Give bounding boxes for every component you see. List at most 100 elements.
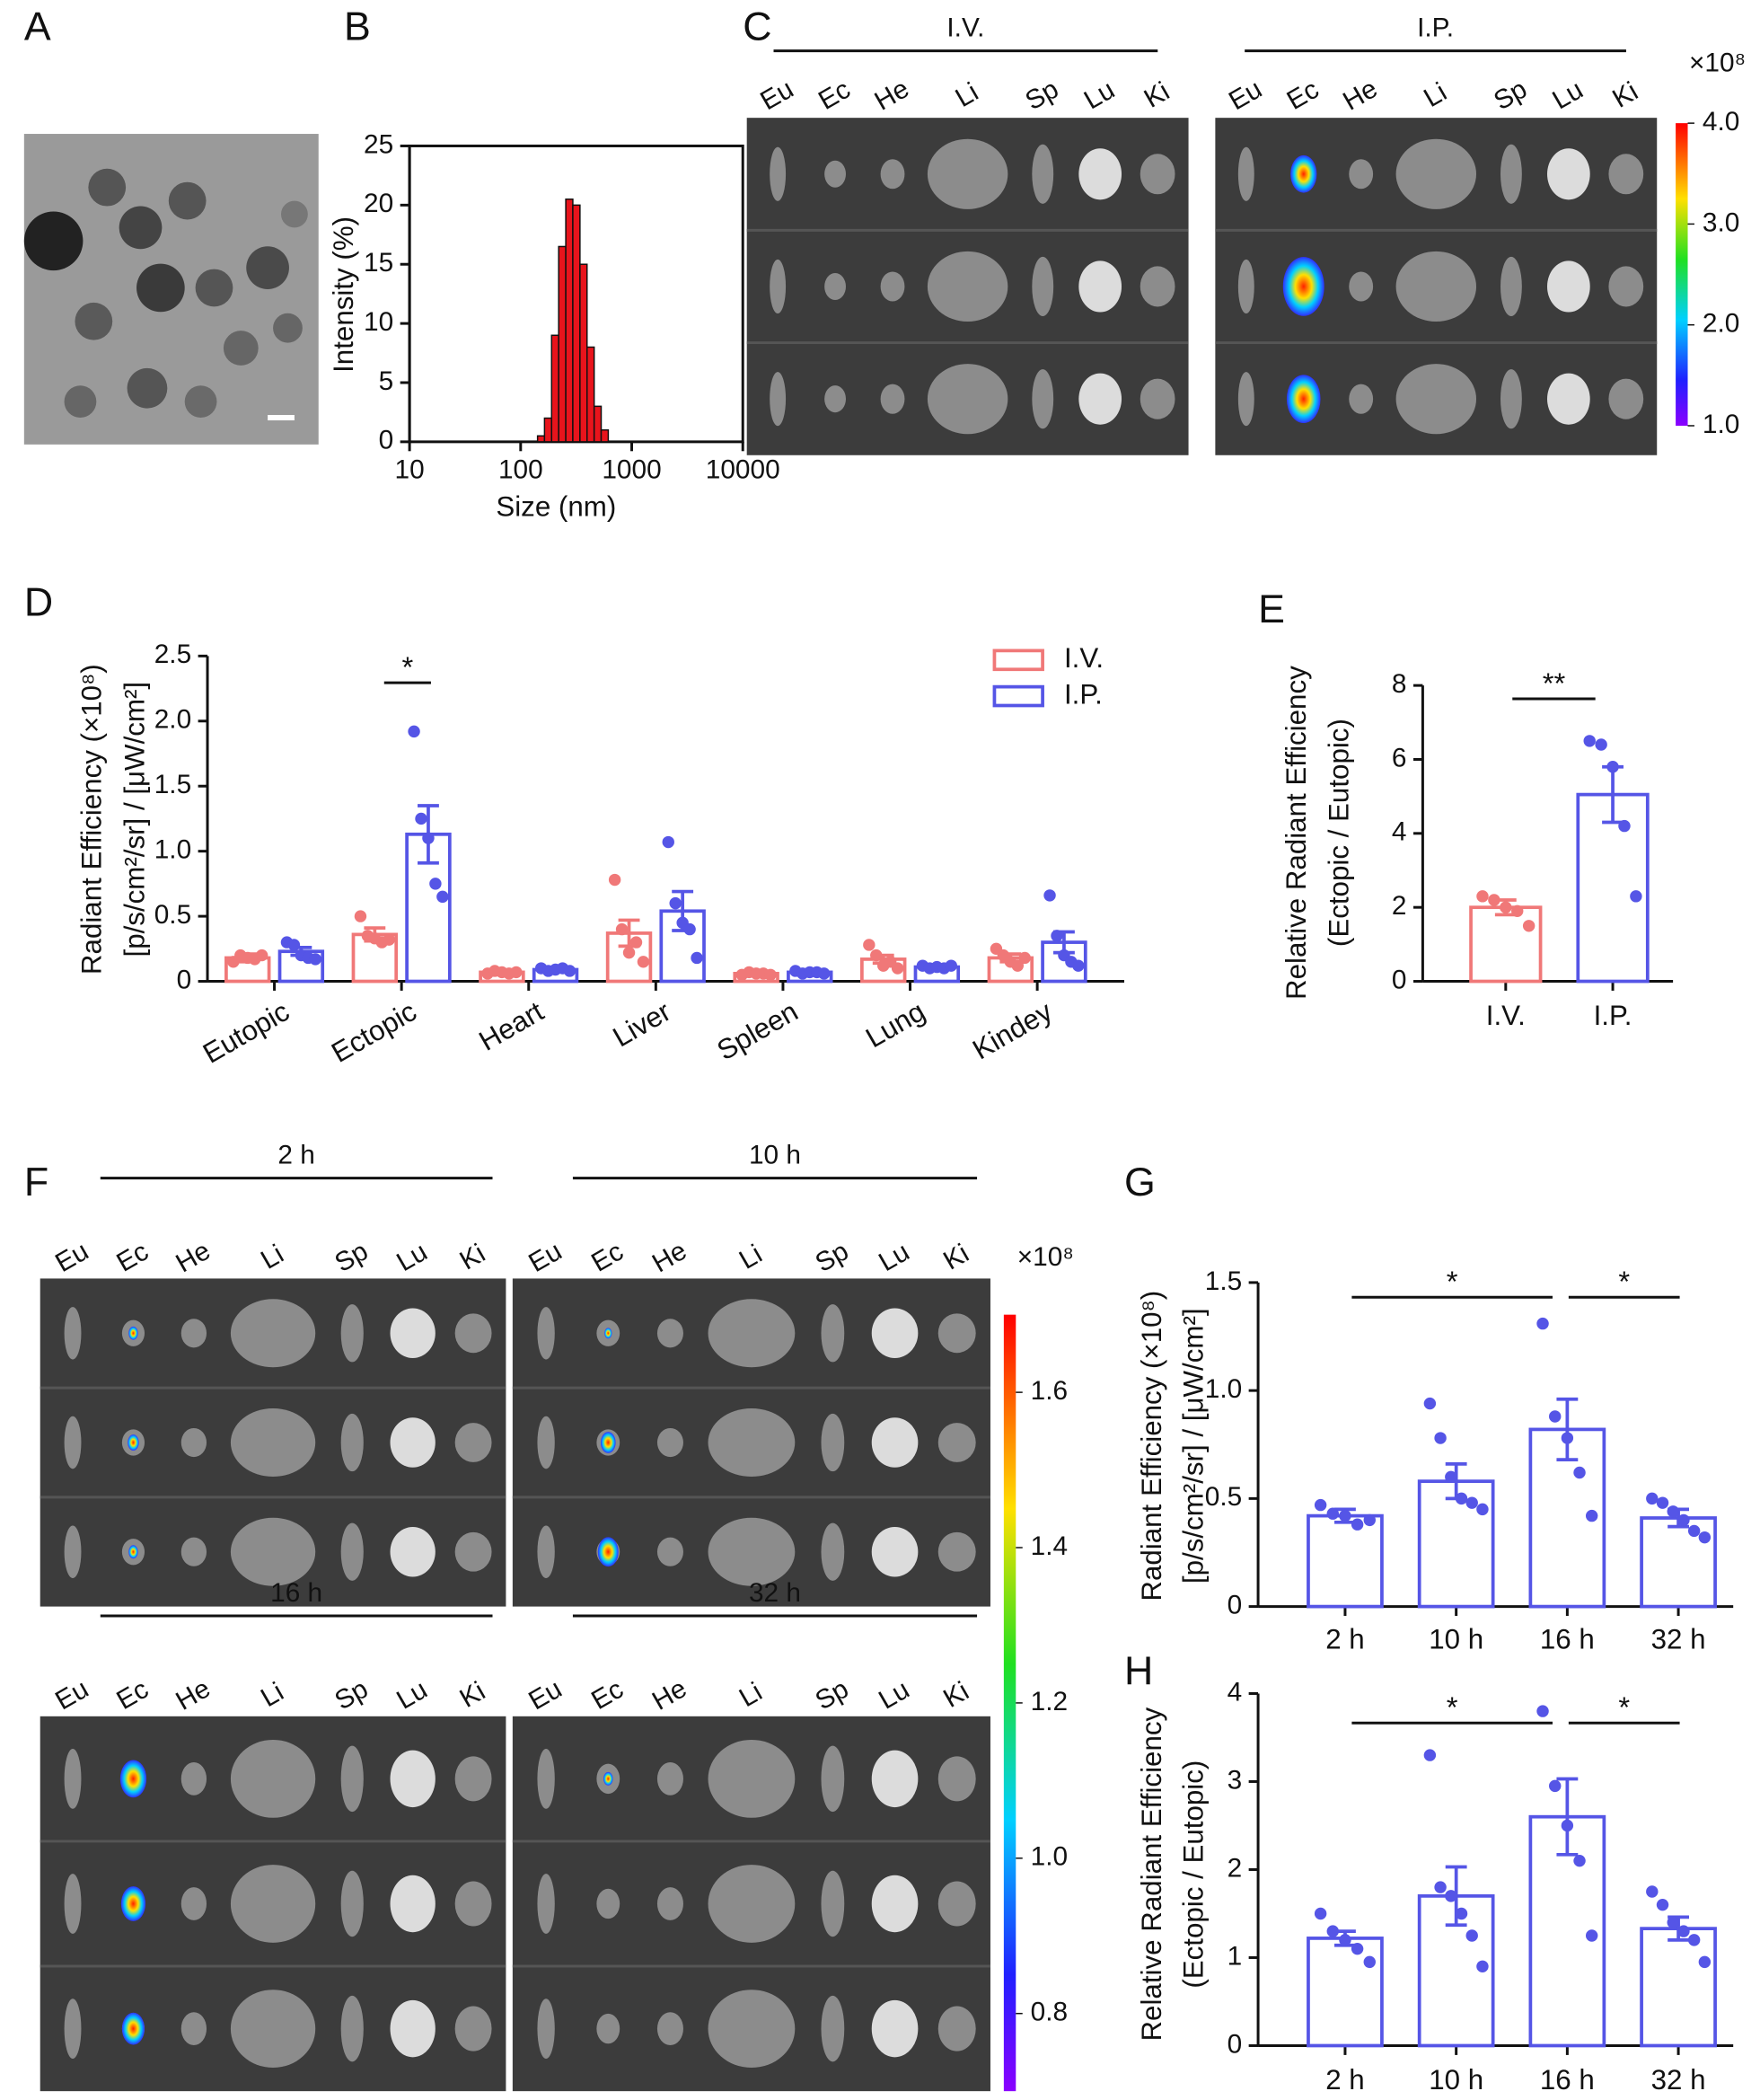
histogram-bar	[536, 435, 546, 443]
organ	[708, 1739, 796, 1818]
y-tick-label: 0	[177, 965, 192, 994]
data-point	[1687, 1934, 1701, 1946]
colorbar-tick-label: 1.4	[1031, 1531, 1068, 1561]
data-point	[764, 968, 777, 982]
colorbar-tick-label: 1.2	[1031, 1687, 1068, 1716]
bar	[605, 931, 653, 984]
organ-label: Sp	[1020, 75, 1063, 117]
particle	[136, 263, 185, 313]
data-point	[945, 959, 957, 972]
y-axis-label: Relative Radiant Efficiency	[1280, 666, 1312, 1000]
organ	[1140, 378, 1175, 419]
histogram-bar	[572, 204, 581, 443]
data-point	[1488, 894, 1500, 906]
data-point	[1536, 1317, 1549, 1330]
organ-label: Li	[951, 77, 984, 113]
organ	[537, 1525, 555, 1578]
data-point	[1434, 1432, 1447, 1444]
organ	[1608, 378, 1644, 419]
organ	[927, 138, 1008, 209]
data-point	[1455, 1907, 1468, 1920]
y-tick-label: 1.5	[154, 770, 191, 799]
organ	[1078, 148, 1122, 200]
organ	[1349, 159, 1374, 190]
error-bar	[1556, 1397, 1579, 1461]
y-tick-label: 0.5	[1205, 1482, 1242, 1512]
y-tick-label: 5	[379, 366, 394, 396]
signal-spot	[128, 1326, 138, 1340]
particle	[168, 181, 207, 220]
organ-label: Lu	[1547, 75, 1588, 115]
x-tick-label: Lung	[860, 995, 930, 1054]
colorbar-tick-label: 1.0	[1031, 1842, 1068, 1872]
organ	[656, 1887, 683, 1920]
particle	[23, 211, 84, 271]
organ	[537, 1307, 555, 1360]
histogram-bar	[543, 417, 553, 443]
y-tick-label: 2	[1228, 1853, 1243, 1883]
organ	[1032, 144, 1054, 204]
organ	[340, 1413, 364, 1472]
data-point	[1011, 959, 1024, 972]
significance-label: *	[1447, 1265, 1458, 1298]
histogram-bar	[558, 245, 567, 443]
organ	[1140, 154, 1175, 195]
x-tick-label: 16 h	[1540, 1624, 1595, 1655]
data-point	[1585, 1929, 1598, 1942]
organ	[64, 1874, 82, 1934]
organ	[656, 2012, 683, 2045]
particle	[223, 331, 259, 366]
organ	[708, 1990, 796, 2069]
significance-label: **	[1543, 666, 1566, 700]
organ	[927, 364, 1008, 435]
organ	[180, 2012, 207, 2045]
y-tick-label: 0	[1392, 965, 1407, 994]
group-label: 16 h	[270, 1578, 322, 1608]
signal-spot	[128, 1434, 139, 1451]
organ	[937, 1423, 976, 1462]
organ	[1547, 148, 1590, 200]
organ	[596, 2013, 620, 2044]
organ	[937, 1313, 976, 1354]
organ	[180, 1319, 207, 1348]
x-tick-label: Spleen	[712, 995, 804, 1066]
y-tick-label: 20	[364, 189, 393, 218]
data-point	[1476, 1503, 1489, 1516]
signal-spot	[120, 1886, 146, 1921]
organ-label: Li	[735, 1677, 768, 1713]
organ-label: Lu	[874, 1237, 914, 1277]
data-point	[1314, 1907, 1327, 1920]
organ	[1237, 372, 1254, 427]
particle	[75, 302, 113, 340]
data-point	[1476, 890, 1489, 903]
organ	[390, 1526, 436, 1577]
data-point	[608, 873, 621, 887]
error-bar	[1556, 1777, 1579, 1857]
data-point	[1573, 1854, 1586, 1867]
organ	[1547, 260, 1590, 313]
x-tick-label: 10 h	[1429, 2064, 1483, 2096]
data-point	[1583, 735, 1596, 747]
organ	[230, 1865, 316, 1943]
data-point	[415, 812, 427, 825]
organ-label: Ki	[938, 1239, 973, 1276]
organ	[937, 1881, 976, 1927]
organ	[770, 146, 787, 201]
organ	[821, 1304, 845, 1363]
y-tick-label: 4	[1228, 1677, 1243, 1707]
colorbar-tick-label: 1.6	[1031, 1376, 1068, 1406]
data-point	[354, 910, 367, 922]
data-point	[408, 725, 420, 738]
x-tick-label: 2 h	[1325, 2064, 1365, 2096]
organ	[871, 1308, 919, 1359]
histogram-bar	[579, 263, 588, 443]
organ	[390, 1999, 436, 2058]
organ	[821, 1870, 845, 1937]
organ	[180, 1537, 207, 1566]
signal-spot	[1286, 375, 1321, 424]
organ	[1500, 256, 1522, 317]
organ	[927, 251, 1008, 322]
signal-spot	[600, 1432, 616, 1453]
data-point	[1423, 1749, 1437, 1761]
